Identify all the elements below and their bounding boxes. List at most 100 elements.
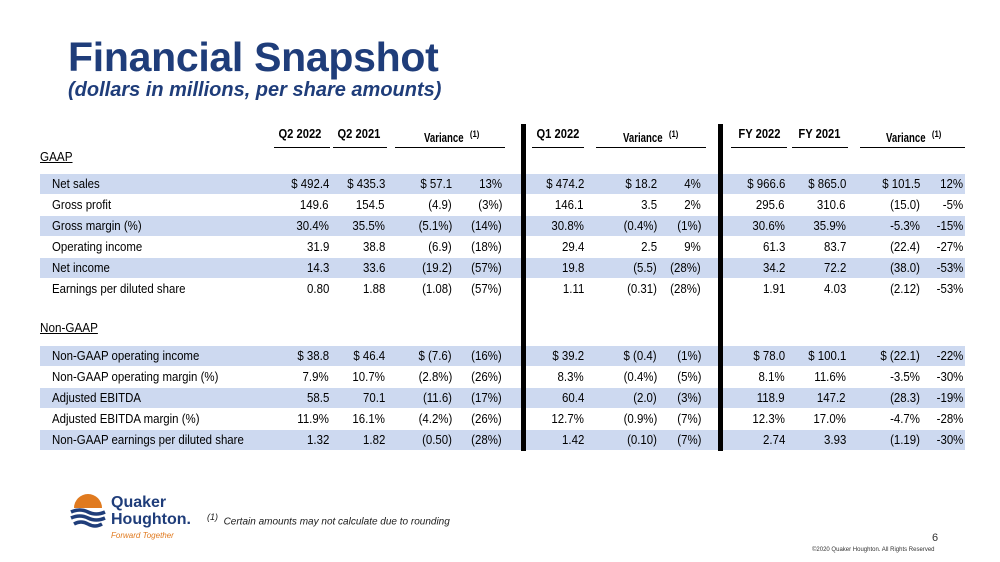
- cell-q1-var-pct: (5%): [676, 369, 701, 384]
- cell-q1-22: 30.8%: [551, 218, 584, 233]
- cell-q1-22: 12.7%: [551, 411, 584, 426]
- header-underline: [532, 147, 584, 148]
- cell-q2-22: 11.9%: [297, 411, 329, 426]
- table-row: Adjusted EBITDA 58.5 70.1 (11.6) (17%) 60.4 (2…: [40, 388, 965, 408]
- header-variance-fy: Variance (1): [886, 129, 942, 146]
- cell-fy-var-pct: 12%: [940, 176, 963, 191]
- cell-fy-var-pct: -30%: [936, 369, 963, 384]
- header-underline: [731, 147, 787, 148]
- cell-var-amt: (4.9): [428, 197, 452, 212]
- cell-q1-var-pct: (28%): [670, 281, 701, 296]
- cell-var-pct: (18%): [471, 239, 502, 254]
- cell-q1-22: 1.42: [561, 432, 584, 447]
- table-row: Non-GAAP earnings per diluted share 1.32 1…: [40, 430, 965, 450]
- cell-var-amt: $ 57.1: [420, 176, 452, 191]
- header-underline: [333, 147, 387, 148]
- row-label: Non-GAAP operating margin (%): [52, 369, 219, 384]
- column-divider: [718, 124, 723, 451]
- cell-q2-22: 30.4%: [296, 218, 329, 233]
- cell-fy-22: 2.74: [762, 432, 785, 447]
- table-row: Non-GAAP operating income $ 38.8 $ 46.4 $ (…: [40, 346, 965, 366]
- cell-var-pct: (14%): [471, 218, 502, 233]
- cell-q2-22: 7.9%: [302, 369, 329, 384]
- cell-var-amt: (5.1%): [418, 218, 452, 233]
- cell-q1-var-pct: (7%): [676, 411, 701, 426]
- header-fy-2022: FY 2022: [737, 126, 781, 141]
- cell-q2-21: 35.5%: [352, 218, 385, 233]
- cell-fy-21: $ 865.0: [807, 176, 846, 191]
- cell-q2-22: 0.80: [306, 281, 329, 296]
- cell-fy-21: 310.6: [817, 197, 846, 212]
- page-number: 6: [932, 532, 939, 544]
- cell-fy-21: $ 100.1: [807, 348, 846, 363]
- cell-fy-21: 147.2: [817, 390, 846, 405]
- cell-fy-21: 35.9%: [813, 218, 846, 233]
- cell-var-pct: (17%): [471, 390, 502, 405]
- header-underline: [395, 147, 505, 148]
- cell-var-amt: (0.50): [422, 432, 452, 447]
- cell-fy-var-pct: -5%: [942, 197, 963, 212]
- cell-var-pct: (26%): [471, 411, 502, 426]
- logo-line2: Houghton.: [111, 511, 191, 528]
- cell-fy-22: 295.6: [756, 197, 785, 212]
- header-q1-2022: Q1 2022: [536, 126, 580, 141]
- cell-fy-var-pct: -28%: [936, 411, 963, 426]
- cell-q1-22: 29.4: [561, 239, 584, 254]
- cell-fy-21: 83.7: [823, 239, 846, 254]
- footnote: (1) Certain amounts may not calculate du…: [207, 512, 450, 528]
- cell-fy-21: 11.6%: [814, 369, 846, 384]
- cell-q2-22: 1.32: [306, 432, 329, 447]
- company-logo: Quaker Houghton. Forward Together: [68, 492, 208, 548]
- cell-q2-21: $ 435.3: [346, 176, 385, 191]
- cell-fy-22: $ 966.6: [746, 176, 785, 191]
- cell-fy-var-pct: -30%: [936, 432, 963, 447]
- column-divider: [521, 124, 526, 451]
- cell-q1-var-amt: (0.4%): [623, 369, 657, 384]
- row-label: Adjusted EBITDA: [52, 390, 142, 405]
- cell-fy-var-pct: -22%: [936, 348, 963, 363]
- cell-q2-21: $ 46.4: [353, 348, 385, 363]
- cell-fy-22: 1.91: [762, 281, 785, 296]
- header-variance-q2: Variance (1): [423, 129, 480, 146]
- cell-q2-22: 58.5: [306, 390, 329, 405]
- table-row: Net sales $ 492.4 $ 435.3 $ 57.1 13% $ 474.2 $…: [40, 174, 965, 194]
- cell-var-amt: (11.6): [422, 390, 452, 405]
- table-row: Earnings per diluted share 0.80 1.88 (1.08)…: [40, 279, 965, 299]
- cell-q1-22: 146.1: [555, 197, 584, 212]
- row-label: Adjusted EBITDA margin (%): [52, 411, 200, 426]
- section-gaap: GAAP: [40, 149, 73, 164]
- cell-fy-var-amt: (28.3): [890, 390, 920, 405]
- page-title: Financial Snapshot: [68, 34, 439, 80]
- cell-q2-22: 149.6: [300, 197, 329, 212]
- cell-q1-22: 19.8: [561, 260, 584, 275]
- cell-var-amt: (1.08): [422, 281, 452, 296]
- header-underline: [860, 147, 965, 148]
- logo-line1: Quaker: [111, 494, 167, 511]
- table-row: Non-GAAP operating margin (%) 7.9% 10.7% (2…: [40, 367, 965, 387]
- cell-fy-22: $ 78.0: [753, 348, 785, 363]
- cell-fy-22: 30.6%: [752, 218, 785, 233]
- logo-mark-icon: [70, 494, 106, 528]
- cell-fy-22: 8.1%: [758, 369, 785, 384]
- cell-q1-var-amt: $ 18.2: [625, 176, 657, 191]
- cell-q2-21: 38.8: [362, 239, 385, 254]
- cell-fy-var-amt: (22.4): [890, 239, 920, 254]
- cell-q1-var-amt: 2.5: [641, 239, 657, 254]
- row-label: Non-GAAP operating income: [52, 348, 200, 363]
- header-underline: [792, 147, 848, 148]
- cell-fy-21: 17.0%: [813, 411, 846, 426]
- cell-q2-22: 31.9: [306, 239, 329, 254]
- cell-q1-var-amt: (0.4%): [623, 218, 657, 233]
- row-label: Net income: [52, 260, 110, 275]
- cell-q2-22: $ 492.4: [290, 176, 329, 191]
- cell-q1-var-pct: (3%): [676, 390, 701, 405]
- cell-var-amt: (2.8%): [418, 369, 452, 384]
- cell-var-amt: (19.2): [422, 260, 452, 275]
- cell-var-amt: (4.2%): [418, 411, 452, 426]
- cell-q1-var-pct: (28%): [670, 260, 701, 275]
- cell-fy-var-amt: $ (22.1): [880, 348, 920, 363]
- cell-q1-var-pct: 2%: [684, 197, 701, 212]
- cell-fy-var-pct: -53%: [936, 260, 963, 275]
- cell-var-amt: (6.9): [428, 239, 452, 254]
- header-fy-2021: FY 2021: [797, 126, 841, 141]
